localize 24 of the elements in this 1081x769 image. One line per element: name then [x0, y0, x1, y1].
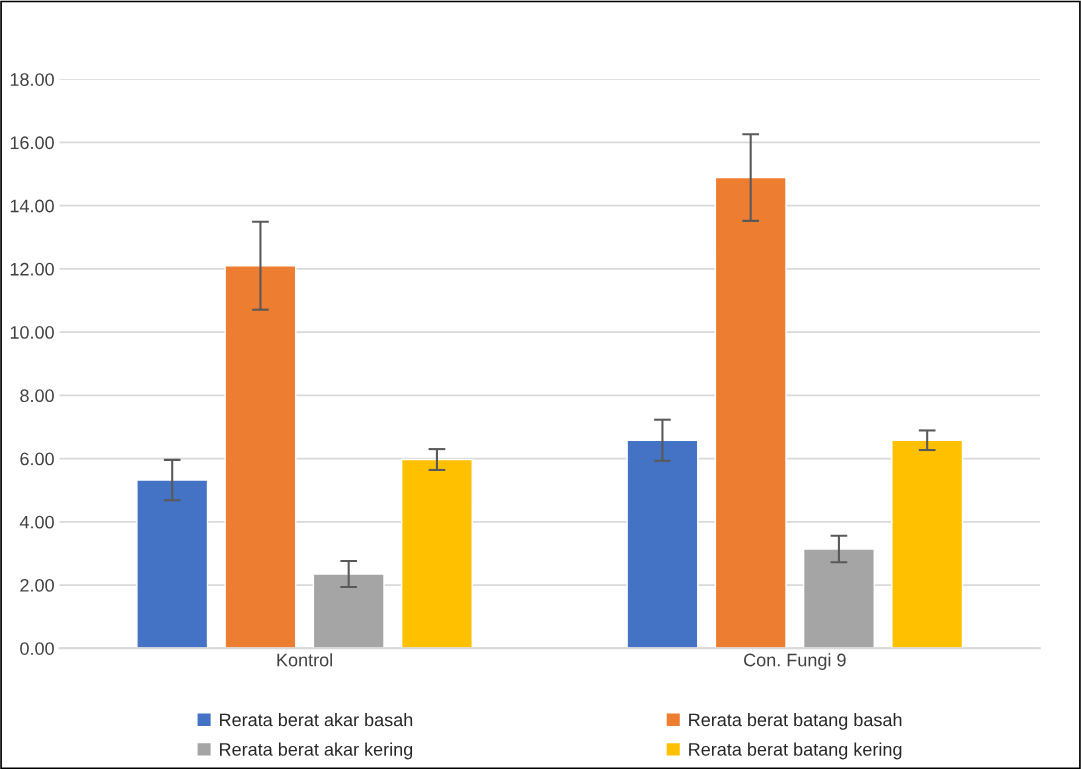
y-tick-label: 8.00: [20, 389, 54, 403]
y-tick-label: 6.00: [20, 452, 54, 466]
y-tick-label: 0.00: [20, 642, 54, 655]
y-tick-label: 10.00: [10, 326, 54, 339]
bar: [626, 439, 699, 649]
bar: [312, 573, 385, 649]
bar: [224, 265, 297, 649]
y-tick-label: 12.00: [10, 262, 54, 276]
bar: [714, 176, 787, 649]
x-tick-label: Kontrol: [277, 653, 332, 667]
y-tick-label: 14.00: [10, 199, 54, 213]
y-tick-label: 2.00: [20, 578, 54, 592]
bar: [891, 439, 964, 649]
bar: [400, 458, 473, 649]
x-tick-label: Con. Fungi 9: [744, 653, 846, 670]
legend-label: Rerata berat batang basah: [689, 712, 902, 730]
y-tick-label: 16.00: [10, 136, 54, 150]
y-tick-label: 4.00: [19, 515, 54, 529]
legend-label: Rerata berat akar basah: [220, 712, 413, 727]
y-tick-label: 18.00: [10, 73, 54, 86]
legend-label: Rerata berat akar kering: [220, 742, 413, 760]
bar: [802, 548, 875, 649]
bar: [136, 479, 209, 649]
legend-label: Rerata berat batang kering: [689, 742, 902, 760]
